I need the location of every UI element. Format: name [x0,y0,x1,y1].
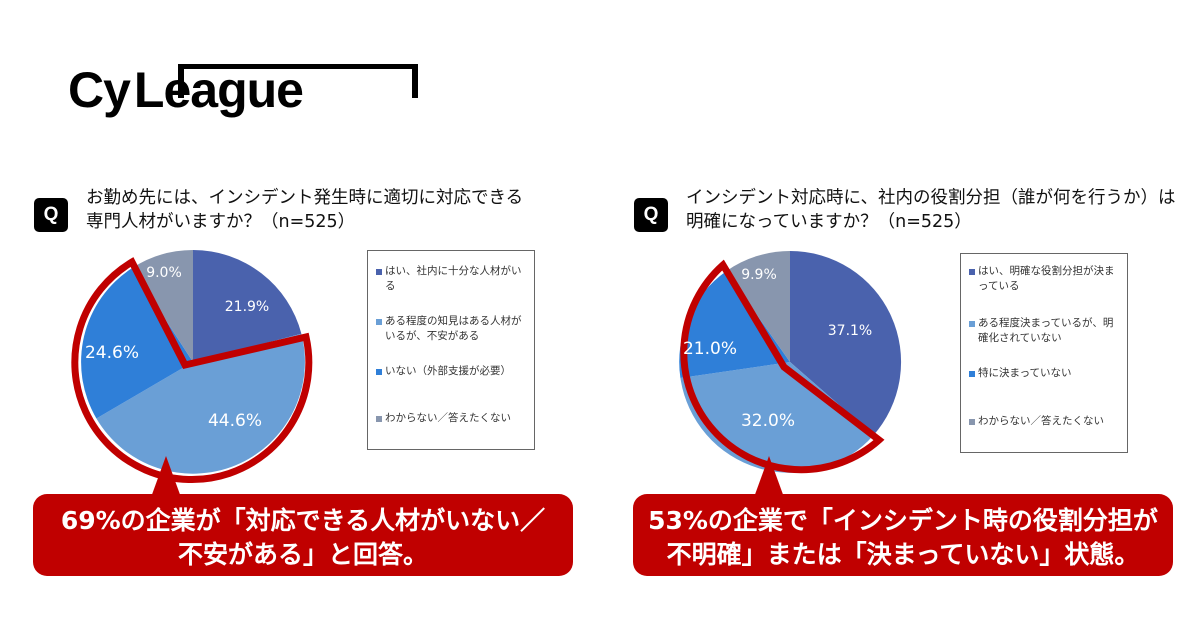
pie1-slice-none [81,268,193,419]
logo-bracket-shape [178,64,418,98]
pie1-slice-unknown [132,250,193,362]
question-1: Q お勤め先には、インシデント発生時に適切に対応できる 専門人材がいますか？（n… [34,186,523,234]
question-2: Q インシデント対応時に、社内の役割分担（誰が何を行うか）は 明確になっています… [634,186,1175,234]
callout-2: 53%の企業で「インシデント時の役割分担が 不明確」または「決まっていない」状態… [633,494,1173,576]
legend-swatch-icon [376,269,382,275]
callout-1: 69%の企業が「対応できる人材がいない／ 不安がある」と回答。 [33,494,573,576]
legend-swatch-icon [376,369,382,375]
svg-text:9.0%: 9.0% [146,265,182,281]
question-1-text: お勤め先には、インシデント発生時に適切に対応できる 専門人材がいますか？（n=5… [86,188,524,232]
svg-text:32.0%: 32.0% [741,411,795,431]
svg-text:21.0%: 21.0% [683,339,737,359]
legend-2: はい、明確な役割分担が決まっている ある程度決まっているが、明確化されていない … [960,253,1128,453]
pie2-slice-unknown [726,251,790,362]
pie2-highlight-outline [680,259,885,474]
legend-swatch-icon [969,321,975,327]
legend-item: ある程度決まっているが、明確化されていない [969,316,1121,346]
q-badge: Q [634,198,668,232]
svg-text:37.1%: 37.1% [828,323,872,339]
legend-item: ある程度の知見はある人材がいるが、不安がある [376,314,528,344]
pie-chart-1-svg: 21.9% 44.6% 24.6% 9.0% [71,250,313,484]
legend-item: わからない／答えたくない [969,414,1121,429]
legend-swatch-icon [376,319,382,325]
pie2-slice-yes [790,250,902,436]
legend-swatch-icon [376,416,382,422]
legend-item: はい、社内に十分な人材がいる [376,264,528,294]
svg-text:44.6%: 44.6% [208,411,262,431]
pie-chart-2: 37.1% 32.0% 21.0% 9.9% [660,240,930,500]
callout-1-pointer [150,456,182,500]
legend-swatch-icon [969,371,975,377]
logo-text: CyLeague [68,62,304,118]
callout-2-pointer [753,456,785,500]
pie1-slice-uneasy [96,333,305,474]
pie1-highlight-outline [71,257,313,484]
legend-item: わからない／答えたくない [376,411,528,426]
pie2-slice-none [679,271,790,378]
svg-text:24.6%: 24.6% [85,343,139,363]
svg-text:9.9%: 9.9% [741,267,777,283]
legend-item: はい、明確な役割分担が決まっている [969,264,1121,294]
pie1-slice-yes [193,250,302,362]
question-2-text: インシデント対応時に、社内の役割分担（誰が何を行うか）は 明確になっていますか？… [686,188,1176,232]
legend-item: 特に決まっていない [969,366,1121,381]
legend-swatch-icon [969,269,975,275]
legend-item: いない（外部支援が必要） [376,364,528,379]
q-badge: Q [34,198,68,232]
pie-chart-1: 21.9% 44.6% 24.6% 9.0% [60,240,330,500]
legend-1: はい、社内に十分な人材がいる ある程度の知見はある人材がいるが、不安がある いな… [367,250,535,450]
legend-swatch-icon [969,419,975,425]
svg-text:21.9%: 21.9% [225,299,269,315]
pie-chart-2-svg: 37.1% 32.0% 21.0% 9.9% [679,250,902,474]
